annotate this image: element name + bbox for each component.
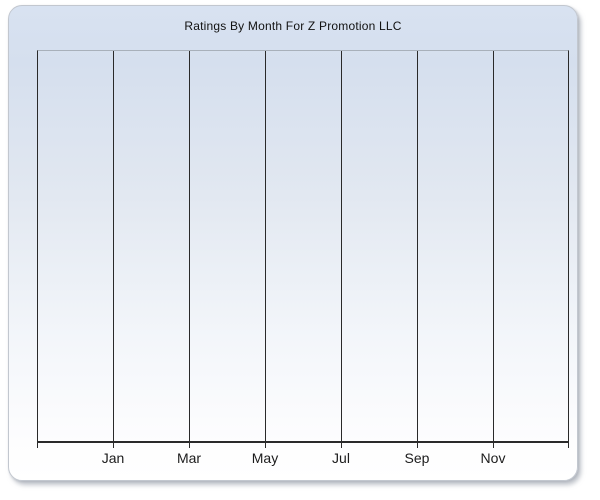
vertical-gridline — [341, 51, 342, 441]
x-axis-label-nov: Nov — [480, 450, 506, 466]
x-axis-tick — [113, 443, 114, 448]
x-axis-line — [37, 441, 569, 443]
x-axis-tick — [568, 443, 569, 448]
plot-area: Jan Mar May Jul Sep Nov — [37, 50, 569, 466]
x-axis-label-jan: Jan — [101, 450, 125, 466]
x-axis-tick — [265, 443, 266, 448]
x-axis-label-may: May — [251, 450, 279, 466]
x-axis-tick — [493, 443, 494, 448]
x-axis-label-mar: Mar — [176, 450, 202, 466]
vertical-gridline — [113, 51, 114, 441]
chart-panel: Ratings By Month For Z Promotion LLC Jan… — [8, 5, 578, 481]
x-axis-tick — [417, 443, 418, 448]
x-axis-tick — [37, 443, 38, 448]
vertical-gridline — [493, 51, 494, 441]
vertical-gridline — [189, 51, 190, 441]
vertical-gridline — [265, 51, 266, 441]
chart-title: Ratings By Month For Z Promotion LLC — [184, 19, 402, 33]
x-axis-tick — [189, 443, 190, 448]
x-axis-label-sep: Sep — [404, 450, 430, 466]
x-axis-tick — [341, 443, 342, 448]
vertical-gridline — [417, 51, 418, 441]
x-axis-label-jul: Jul — [332, 450, 350, 466]
